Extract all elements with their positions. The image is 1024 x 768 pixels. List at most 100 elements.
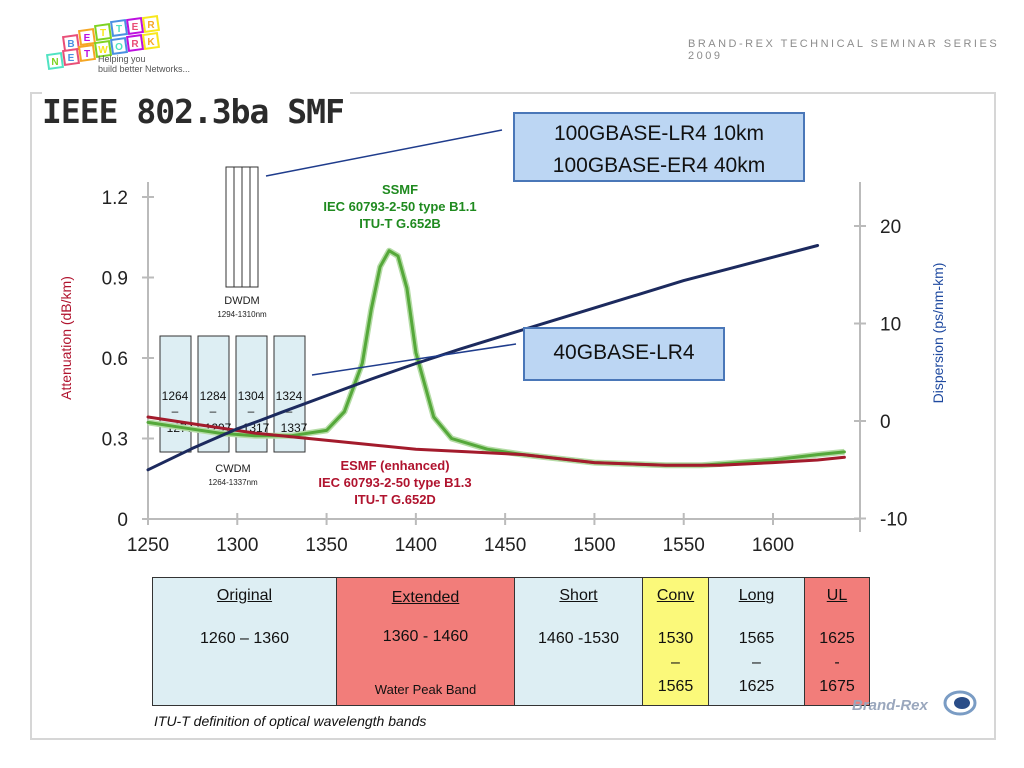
logo-cube-icon bbox=[109, 18, 129, 38]
logo-cube-letter: K bbox=[147, 37, 155, 48]
ssmf-label-line2: IEC 60793-2-50 type B1.1 bbox=[323, 199, 477, 214]
y2-tick-label: 0 bbox=[880, 412, 891, 433]
logo-cube-letter: R bbox=[147, 20, 155, 31]
logo-tagline: Helping you build better Networks... bbox=[98, 54, 190, 74]
callout-100gbase-er4: 100GBASE-ER4 40km bbox=[552, 154, 766, 177]
ssmf-label-line3: ITU-T G.652B bbox=[359, 216, 441, 231]
band-range-line: 1260 – 1360 bbox=[200, 630, 289, 647]
band-cell: Conv 1530 – 1565 bbox=[642, 577, 709, 706]
band-range-line: – bbox=[752, 654, 761, 671]
x-tick-label: 1450 bbox=[484, 535, 526, 556]
band-cell: Extended 1360 - 1460 Water Peak Band bbox=[336, 577, 515, 706]
band-range-line: 1360 - 1460 bbox=[382, 628, 469, 645]
ssmf-label-line1: SSMF bbox=[381, 182, 419, 197]
logo-tagline-line1: Helping you bbox=[98, 54, 146, 64]
logo-cube-letter: O bbox=[115, 42, 123, 53]
chart-overlay bbox=[265, 129, 517, 376]
esmf-label-line1: ESMF (enhanced) bbox=[340, 458, 450, 473]
y-tick-label: 0.9 bbox=[102, 269, 128, 290]
cwdm-range: 1264-1337nm bbox=[208, 478, 258, 487]
logo-cube-icon bbox=[45, 51, 65, 71]
band-range: 1460 -1530 bbox=[515, 627, 642, 651]
dwdm-label: DWDM bbox=[224, 295, 259, 307]
band-range-line: 1625 bbox=[738, 678, 775, 695]
dwdm-channel bbox=[225, 166, 235, 288]
dwdm-channel bbox=[241, 166, 251, 288]
logo-cube-icon bbox=[77, 43, 97, 63]
band-range-line: 1625 bbox=[819, 630, 855, 647]
slide-title: IEEE 802.3ba SMF bbox=[42, 92, 350, 131]
x-tick-label: 1550 bbox=[663, 535, 705, 556]
y2-tick-label: 10 bbox=[880, 315, 901, 336]
band-cell: Short 1460 -1530 bbox=[514, 577, 643, 706]
band-range-line: 1530 bbox=[657, 630, 694, 647]
table-caption: ITU-T definition of optical wavelength b… bbox=[154, 713, 427, 729]
x-tick-label: 1250 bbox=[127, 535, 169, 556]
cwdm-channel-dash: – bbox=[210, 404, 217, 418]
ssmf-label: SSMF IEC 60793-2-50 type B1.1 ITU-T G.65… bbox=[280, 181, 520, 232]
dwdm-channel bbox=[233, 166, 243, 288]
cwdm-channel-dash: – bbox=[248, 404, 255, 418]
logo-cube-icon bbox=[61, 47, 81, 67]
dwdm-range: 1294-1310nm bbox=[217, 310, 267, 319]
logo-cube-icon bbox=[109, 36, 129, 56]
band-cell: Original 1260 – 1360 bbox=[152, 577, 337, 706]
cwdm-channel-dash: – bbox=[172, 404, 179, 418]
logo-cube-letter: W bbox=[98, 45, 108, 56]
band-cell: UL 1625 - 1675 bbox=[804, 577, 870, 706]
brand-rex-dot-icon bbox=[954, 697, 970, 709]
callout-100gbase: 100GBASE-LR4 10km 100GBASE-ER4 40km bbox=[513, 112, 805, 182]
logo-cube-icon bbox=[77, 27, 97, 47]
y-tick-label: 0.3 bbox=[102, 430, 128, 451]
band-range-line: 1565 bbox=[738, 630, 775, 647]
brand-rex-logo: Brand-Rex bbox=[852, 690, 977, 716]
logo-tagline-line2: build better Networks... bbox=[98, 64, 191, 74]
band-note: Water Peak Band bbox=[374, 682, 477, 697]
logo-cube-icon bbox=[125, 16, 145, 36]
logo-cube-icon bbox=[141, 31, 161, 51]
y-tick-label: 1.2 bbox=[102, 188, 128, 209]
chart-axes: 1250 1300 1350 1400 1450 1500 1550 1600 0 0.3 0.6 0… bbox=[58, 182, 946, 556]
y2-tick-label: 20 bbox=[880, 217, 901, 238]
esmf-label: ESMF (enhanced) IEC 60793-2-50 type B1.3… bbox=[270, 457, 520, 508]
esmf-label-line2: IEC 60793-2-50 type B1.3 bbox=[318, 475, 472, 490]
logo-cube-letter: E bbox=[132, 22, 139, 33]
dispersion-line bbox=[146, 244, 820, 472]
y-axis-label: Attenuation (dB/km) bbox=[58, 276, 74, 400]
band-range: 1625 - 1675 bbox=[805, 627, 869, 699]
logo-cube-letter: T bbox=[84, 49, 90, 60]
logo-cube-icon bbox=[141, 14, 161, 34]
y2-axis-label: Dispersion (ps/nm-km) bbox=[930, 263, 946, 404]
logo-cube-letter: E bbox=[68, 53, 75, 64]
y-tick-label: 0 bbox=[117, 510, 128, 531]
band-range: 1530 – 1565 bbox=[643, 627, 708, 699]
x-tick-label: 1500 bbox=[573, 535, 615, 556]
band-range-line: – bbox=[671, 654, 680, 671]
logo-cube-icon bbox=[125, 33, 145, 53]
band-name: Long bbox=[738, 587, 775, 604]
cwdm-channel-start: 1304 bbox=[238, 389, 265, 403]
cwdm-channel-start: 1324 bbox=[276, 389, 303, 403]
band-range-line: 1565 bbox=[657, 678, 694, 695]
band-range-line: 1460 -1530 bbox=[538, 630, 619, 647]
brand-rex-wordmark: Brand-Rex bbox=[852, 697, 929, 714]
logo-cube-letter: T bbox=[100, 28, 106, 39]
cwdm-channel-start: 1264 bbox=[162, 389, 189, 403]
band-name: Original bbox=[216, 587, 273, 604]
logo-cube-letter: T bbox=[116, 24, 122, 35]
better-networks-logo: BE T T E RN E T W O R K bbox=[45, 14, 161, 71]
slide-frame bbox=[30, 92, 996, 740]
band-name: UL bbox=[826, 587, 848, 604]
callout-40gbase-lr4: 40GBASE-LR4 bbox=[523, 327, 725, 381]
logo-cube-letter: E bbox=[84, 33, 91, 44]
cwdm-channel bbox=[159, 335, 192, 453]
cwdm-label: CWDM bbox=[215, 463, 250, 475]
chart-series bbox=[146, 244, 846, 472]
x-tick-label: 1600 bbox=[752, 535, 794, 556]
logo-cube-letter: R bbox=[131, 39, 139, 50]
logo-cube-letter: N bbox=[51, 57, 58, 68]
band-name: Conv bbox=[656, 587, 695, 604]
cwdm-channel-start: 1284 bbox=[200, 389, 227, 403]
wavelength-bands-table: Original 1260 – 1360 Extended 1360 - 1460 Wa… bbox=[152, 577, 870, 706]
